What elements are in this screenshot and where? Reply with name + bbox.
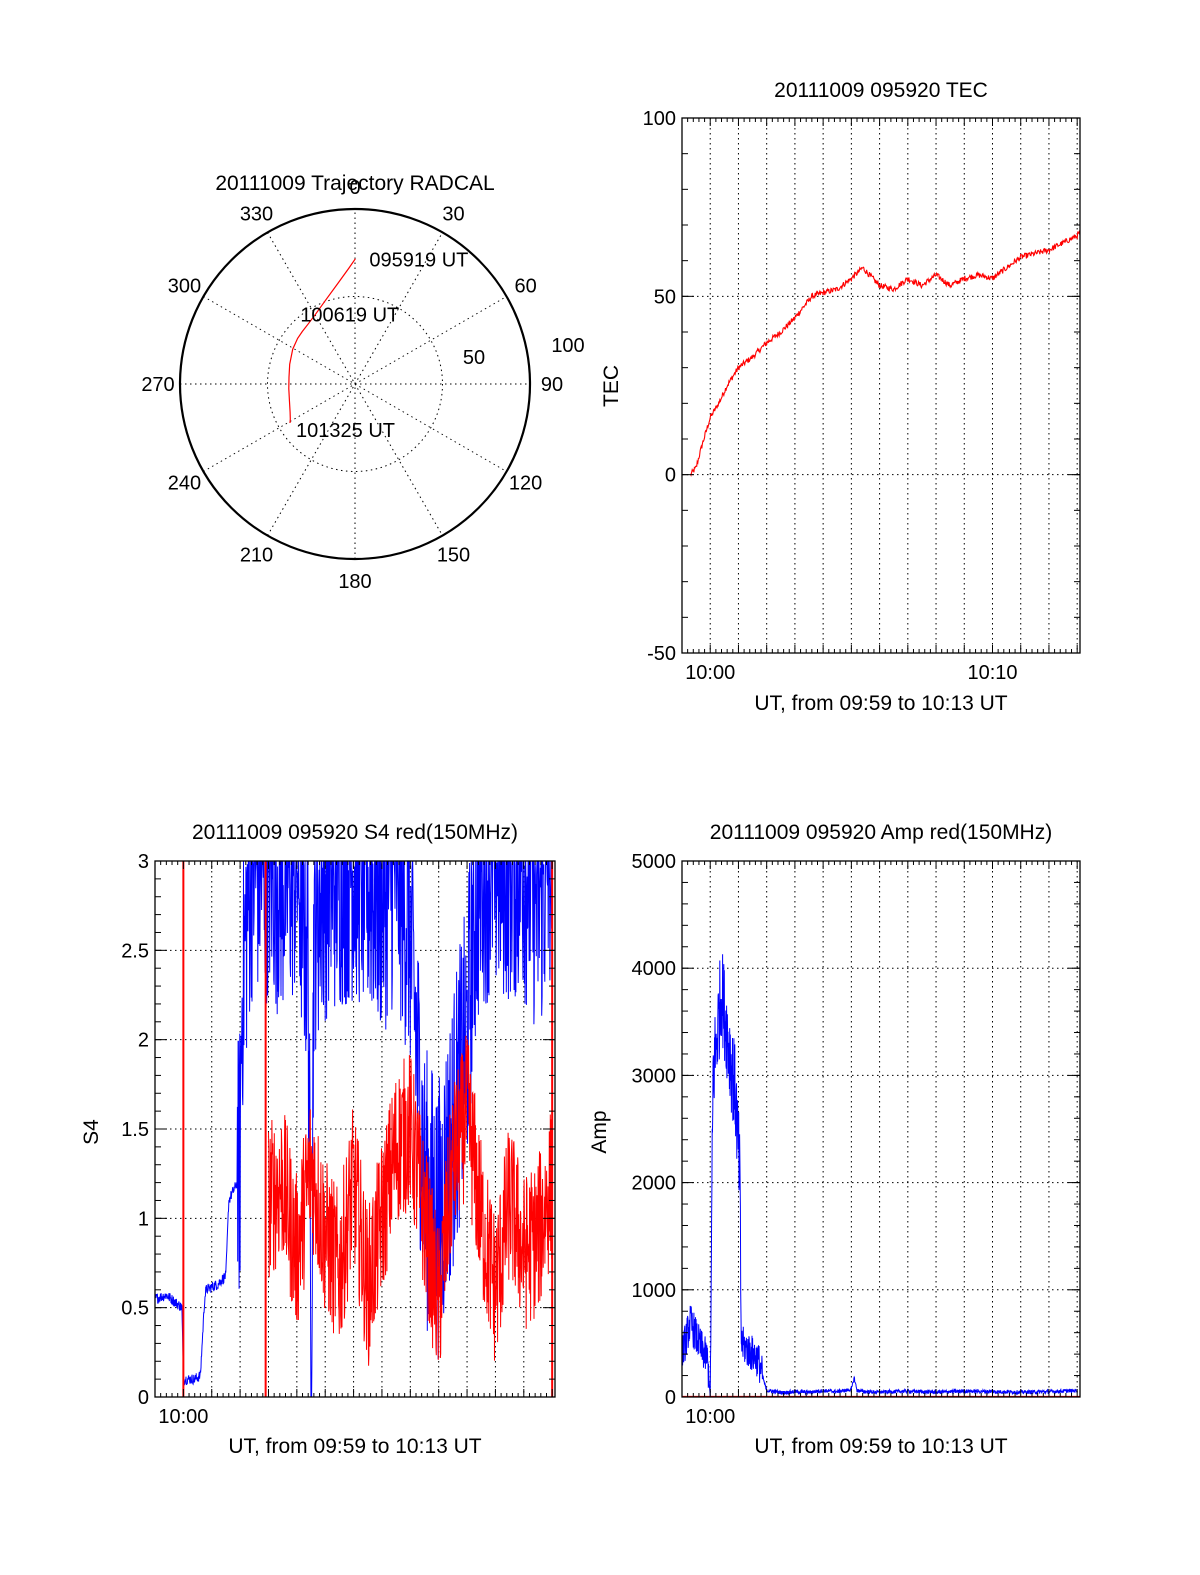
amp-ytick-label-2000: 2000: [632, 1173, 677, 1195]
azimuth-label-60: 60: [514, 276, 536, 298]
amp-title: 20111009 095920 Amp red(150MHz): [710, 821, 1052, 844]
azimuth-label-240: 240: [168, 473, 201, 495]
tec-xlabel: UT, from 09:59 to 10:13 UT: [754, 692, 1007, 715]
radial-label-100: 100: [551, 335, 584, 357]
amp-xlabel: UT, from 09:59 to 10:13 UT: [754, 1435, 1007, 1458]
azimuth-label-90: 90: [541, 374, 563, 396]
polar-grid-circle-50: [267, 296, 443, 472]
amp-ticks: 0 1000 2000 3000 4000 5000 10:00: [632, 851, 1080, 1428]
tec-xtick-label-10-10: 10:10: [967, 662, 1017, 684]
s4-xtick-label-10-00: 10:00: [158, 1406, 208, 1428]
s4-ylabel: S4: [80, 1119, 103, 1145]
s4-line-red: [268, 1035, 553, 1366]
azimuth-label-180: 180: [338, 571, 371, 593]
tec-ytick-label-50: 50: [654, 286, 676, 308]
s4-ytick-label-2-5: 2.5: [121, 940, 149, 962]
radial-label-50: 50: [463, 347, 485, 369]
amp-ylabel: Amp: [588, 1110, 611, 1153]
s4-ytick-label-0: 0: [138, 1387, 149, 1409]
s4-title: 20111009 095920 S4 red(150MHz): [192, 821, 518, 844]
tec-ytick-label-100: 100: [643, 108, 676, 130]
amp-ytick-label-4000: 4000: [632, 958, 677, 980]
s4-ytick-label-1-5: 1.5: [121, 1119, 149, 1141]
amp-ytick-label-3000: 3000: [632, 1065, 677, 1087]
s4-xlabel: UT, from 09:59 to 10:13 UT: [228, 1435, 481, 1458]
polar-trajectory-panel: 20111009 Trajectory RADCAL 0 30 60 90 120 150…: [141, 172, 584, 593]
azimuth-label-270: 270: [141, 374, 174, 396]
tec-series: [689, 229, 1081, 477]
polar-radial-labels: 50 100: [463, 335, 585, 369]
s4-line-blue: [154, 860, 553, 1398]
tec-ytick-label-0: 0: [665, 465, 676, 487]
tec-grid: [682, 118, 1080, 653]
tec-ylabel: TEC: [600, 365, 623, 407]
polar-title: 20111009 Trajectory RADCAL: [215, 172, 494, 195]
polar-azimuth-labels: 0 30 60 90 120 150 180 210 240 270 300 330: [141, 177, 563, 593]
trajectory-annotation-101325-ut: 101325 UT: [296, 420, 395, 442]
azimuth-label-30: 30: [442, 203, 464, 225]
s4-ytick-label-0-5: 0.5: [121, 1298, 149, 1320]
tec-ytick-label-50: -50: [647, 643, 676, 665]
s4-ytick-label-3: 3: [138, 851, 149, 873]
tec-line: [689, 229, 1081, 477]
polar-spoke-150: [267, 232, 443, 536]
trajectory-line: [288, 258, 356, 424]
trajectory-annotations: 095919 UT 100619 UT 101325 UT: [296, 250, 468, 442]
amp-grid: [682, 861, 1080, 1397]
amp-plot-frame: [681, 860, 1081, 1398]
amp-xtick-label-10-00: 10:00: [685, 1406, 735, 1428]
amp-line-blue: [681, 954, 1078, 1397]
tec-title: 20111009 095920 TEC: [774, 79, 988, 102]
azimuth-label-150: 150: [437, 545, 470, 567]
azimuth-label-120: 120: [509, 473, 542, 495]
amp-ytick-label-0: 0: [665, 1387, 676, 1409]
amp-ytick-label-5000: 5000: [632, 851, 677, 873]
amp-series: [681, 954, 1080, 1398]
tec-plot-frame: [681, 117, 1081, 654]
amp-ytick-label-1000: 1000: [632, 1280, 677, 1302]
azimuth-label-300: 300: [168, 276, 201, 298]
azimuth-label-330: 330: [240, 203, 273, 225]
s4-ticks: 0 0.5 1 1.5 2 2.5 3 10:00: [121, 851, 555, 1428]
s4-ytick-label-2: 2: [138, 1030, 149, 1052]
s4-panel: 20111009 095920 S4 red(150MHz) 0 0.5 1 1.5 2…: [80, 821, 556, 1458]
tec-ticks: -50 0 50 100 10:00 10:10: [643, 108, 1080, 684]
amp-panel: 20111009 095920 Amp red(150MHz) 0 1000 200…: [588, 821, 1081, 1458]
trajectory-annotation-095919-ut: 095919 UT: [369, 250, 468, 272]
tec-xtick-label-10-00: 10:00: [685, 662, 735, 684]
polar-grid: [180, 209, 530, 559]
azimuth-label-210: 210: [240, 545, 273, 567]
s4-ytick-label-1: 1: [138, 1208, 149, 1230]
polar-outer-circle: [178, 207, 532, 561]
azimuth-label-0: 0: [349, 177, 360, 199]
trajectory-annotation-100619-ut: 100619 UT: [300, 305, 399, 327]
